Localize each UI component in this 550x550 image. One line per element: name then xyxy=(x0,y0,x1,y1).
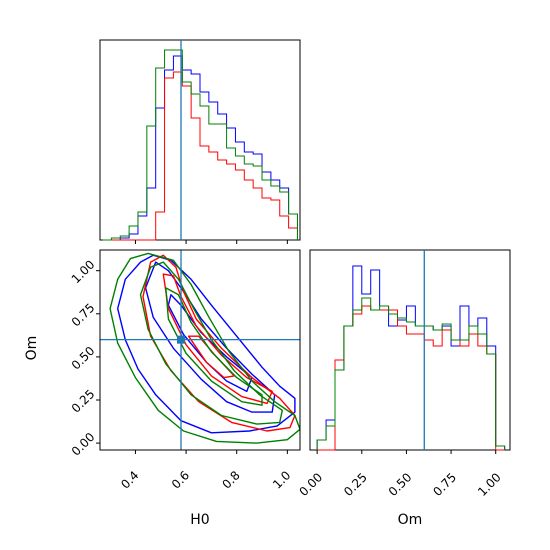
om-x-tick-label: 0.50 xyxy=(386,470,415,499)
h0-histogram-series xyxy=(102,55,298,241)
x-axis-label-om: Om xyxy=(398,512,423,528)
om-marginal-frame xyxy=(309,249,511,451)
h0-marginal-panel xyxy=(99,39,301,244)
contour-frame xyxy=(99,249,301,451)
om-histogram-series xyxy=(316,265,506,450)
om-x-tick-label: 0.75 xyxy=(430,470,459,499)
om-histogram-series xyxy=(316,297,506,450)
om-marginal-panel: 0.00 0.25 0.50 0.75 1.00 xyxy=(296,249,511,499)
truth-marker xyxy=(177,335,186,344)
h0-om-contour-panel: 0.4 0.6 0.8 1.0 0.00 0.25 0.50 0.75 1.00 xyxy=(69,249,301,492)
y-tick-label: 0.75 xyxy=(69,301,98,330)
om-x-tick-label: 0.25 xyxy=(341,470,370,499)
contour-line xyxy=(165,287,263,406)
h0-histogram-series xyxy=(102,49,298,241)
contour-line xyxy=(139,261,283,425)
y-axis-label-om: Om xyxy=(24,336,40,361)
om-x-tick-label: 1.00 xyxy=(475,470,504,499)
y-tick-label: 1.00 xyxy=(69,257,98,286)
x-tick-label: 0.8 xyxy=(219,468,242,491)
y-tick-label: 0.00 xyxy=(69,430,98,459)
contour-layer xyxy=(109,252,300,444)
h0-marginal-frame xyxy=(99,39,301,241)
contour-line xyxy=(109,252,300,444)
x-tick-label: 1.0 xyxy=(270,468,293,491)
x-axis-label-h0: H0 xyxy=(190,512,209,528)
x-tick-label: 0.4 xyxy=(118,468,141,491)
om-x-tick-label: 0.00 xyxy=(296,470,325,499)
om-histogram-series xyxy=(317,305,505,451)
y-tick-label: 0.50 xyxy=(69,344,98,373)
y-tick-label: 0.25 xyxy=(69,387,98,416)
h0-histogram-series xyxy=(102,71,298,241)
contour-line xyxy=(117,254,296,434)
x-tick-label: 0.6 xyxy=(169,468,192,491)
